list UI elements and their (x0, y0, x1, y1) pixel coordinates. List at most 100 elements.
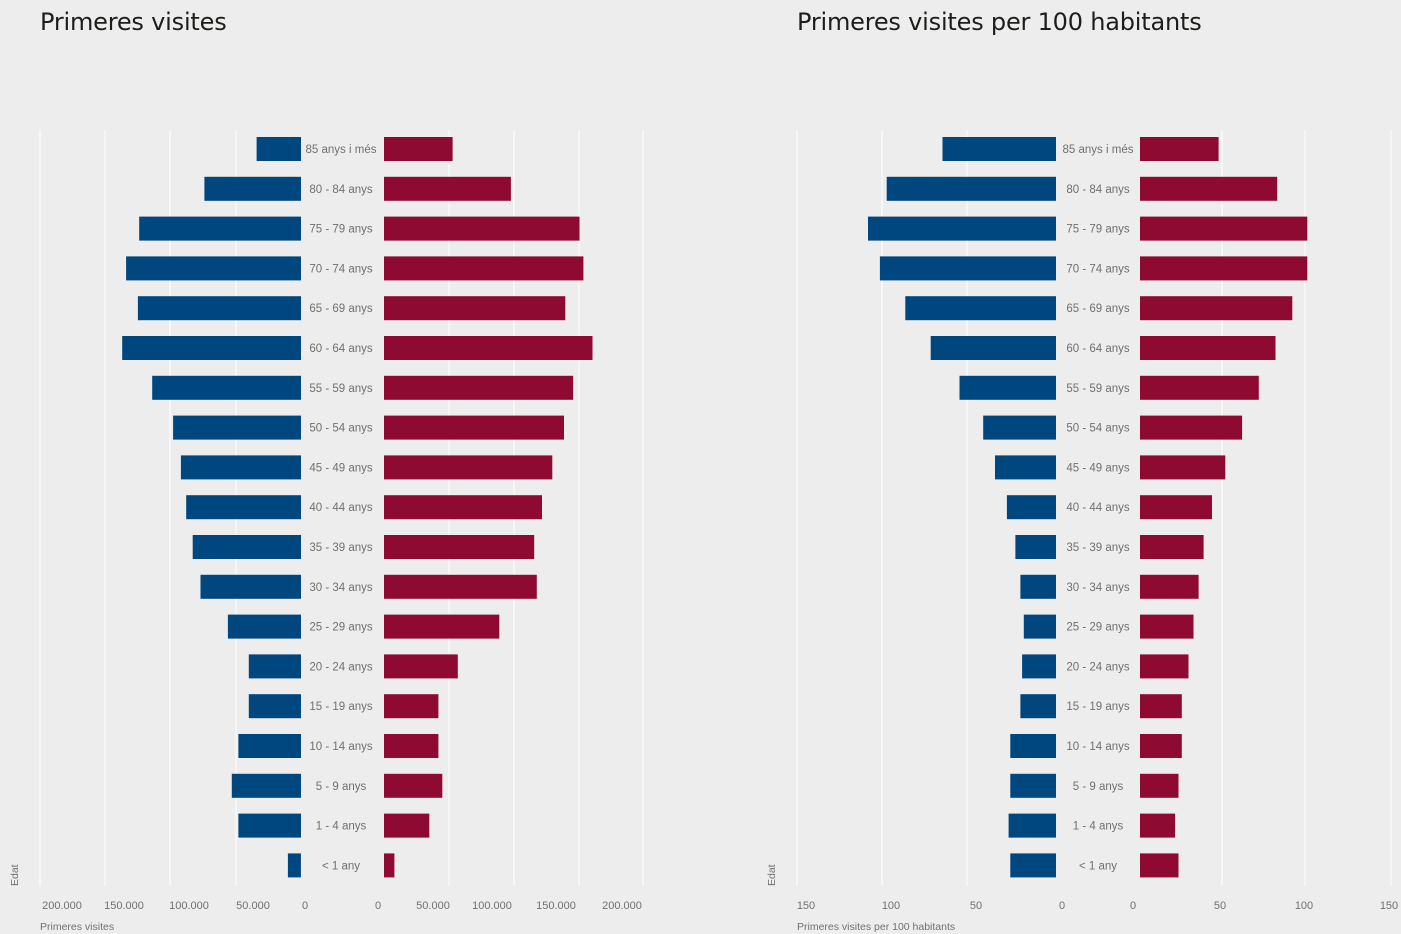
tick-label: 150.000 (104, 900, 144, 912)
bar-left (137, 296, 301, 321)
category-label: 30 - 34 anys (1066, 582, 1130, 594)
category-label: 25 - 29 anys (1066, 622, 1130, 634)
bar-right (384, 853, 395, 878)
bar-right (384, 455, 553, 480)
category-label: 25 - 29 anys (309, 622, 373, 634)
bar-left (200, 574, 301, 599)
bar-left (1015, 535, 1056, 559)
bar-right (1140, 614, 1194, 639)
bar-right (1140, 176, 1278, 201)
bar-left (256, 137, 301, 161)
bar-right (1140, 535, 1204, 559)
bar-left (238, 813, 301, 838)
category-label: 50 - 54 anys (309, 423, 373, 435)
bar-left (152, 375, 301, 400)
bar-right (1140, 694, 1182, 719)
chart-title-primeres-visites: Primeres visites (40, 8, 227, 36)
y-axis-title: Edat (766, 864, 778, 886)
bar-right (1140, 137, 1219, 161)
bar-left (287, 853, 301, 878)
bar-left (227, 614, 301, 639)
bar-right (1140, 296, 1293, 321)
bar-right (384, 654, 458, 679)
tick-label: 150.000 (536, 900, 576, 912)
x-axis-title: Primeres visites per 100 habitants (797, 921, 955, 933)
tick-label: 100.000 (169, 900, 209, 912)
bar-right (384, 773, 443, 798)
category-label: 15 - 19 anys (309, 701, 373, 713)
bar-left (139, 216, 301, 241)
tick-label: 200.000 (602, 900, 642, 912)
category-label: 10 - 14 anys (309, 741, 373, 753)
bar-left (930, 336, 1056, 360)
bar-right (384, 415, 564, 440)
bar-left (1006, 495, 1056, 520)
bar-left (248, 694, 301, 719)
bar-right (1140, 256, 1308, 281)
tick-label: 0 (1059, 900, 1065, 912)
tick-label: 50.000 (236, 900, 270, 912)
bar-right (1140, 375, 1259, 400)
bar-right (384, 734, 439, 758)
bar-left (1020, 574, 1056, 599)
bar-right (1140, 734, 1182, 758)
category-label: 50 - 54 anys (1066, 423, 1130, 435)
bar-left (1023, 614, 1056, 639)
category-label: 55 - 59 anys (1066, 383, 1130, 395)
bar-left (1020, 694, 1056, 719)
bar-left (1010, 773, 1056, 798)
category-label: 60 - 64 anys (1066, 343, 1130, 355)
category-label: 75 - 79 anys (309, 224, 373, 236)
tick-label: 100 (1295, 900, 1313, 912)
category-label: 15 - 19 anys (1066, 701, 1130, 713)
tick-label: 50.000 (416, 900, 450, 912)
category-label: 45 - 49 anys (1066, 462, 1130, 474)
category-label: 70 - 74 anys (309, 263, 373, 275)
category-label: 55 - 59 anys (309, 383, 373, 395)
tick-label: 150 (1380, 900, 1398, 912)
bar-left (238, 734, 301, 758)
bar-right (1140, 574, 1199, 599)
bar-right (384, 694, 439, 719)
category-label: 1 - 4 anys (316, 821, 367, 833)
category-label: 20 - 24 anys (1066, 661, 1130, 673)
category-label: 35 - 39 anys (1066, 542, 1130, 554)
category-label: 60 - 64 anys (309, 343, 373, 355)
bar-left (1010, 853, 1056, 878)
tick-label: 0 (302, 900, 308, 912)
bar-right (1140, 853, 1179, 878)
bar-right (384, 216, 580, 241)
tick-label: 0 (1130, 900, 1136, 912)
tick-label: 200.000 (42, 900, 82, 912)
bar-right (384, 137, 453, 161)
chart-title-primeres-visites-per-100: Primeres visites per 100 habitants (797, 8, 1202, 36)
bar-right (1140, 495, 1212, 520)
bar-left (180, 455, 301, 480)
bar-left (248, 654, 301, 679)
category-label: 5 - 9 anys (316, 781, 367, 793)
bar-left (1022, 654, 1056, 679)
category-label: 45 - 49 anys (309, 462, 373, 474)
bar-left (868, 216, 1056, 241)
bar-right (1140, 336, 1276, 360)
tick-label: 50 (1214, 900, 1226, 912)
bar-right (384, 296, 566, 321)
bar-left (1010, 734, 1056, 758)
bar-right (1140, 773, 1179, 798)
bar-right (384, 256, 584, 281)
category-label: 10 - 14 anys (1066, 741, 1130, 753)
category-label: 1 - 4 anys (1073, 821, 1124, 833)
category-label: 80 - 84 anys (309, 184, 373, 196)
bar-left (1008, 813, 1056, 838)
y-axis-title: Edat (9, 864, 21, 886)
tick-label: 150 (797, 900, 815, 912)
category-label: 35 - 39 anys (309, 542, 373, 554)
category-label: 5 - 9 anys (1073, 781, 1124, 793)
bar-left (905, 296, 1056, 321)
bar-left (122, 336, 301, 360)
bar-left (126, 256, 301, 281)
category-label: 75 - 79 anys (1066, 224, 1130, 236)
bar-left (186, 495, 301, 520)
bar-right (384, 375, 574, 400)
